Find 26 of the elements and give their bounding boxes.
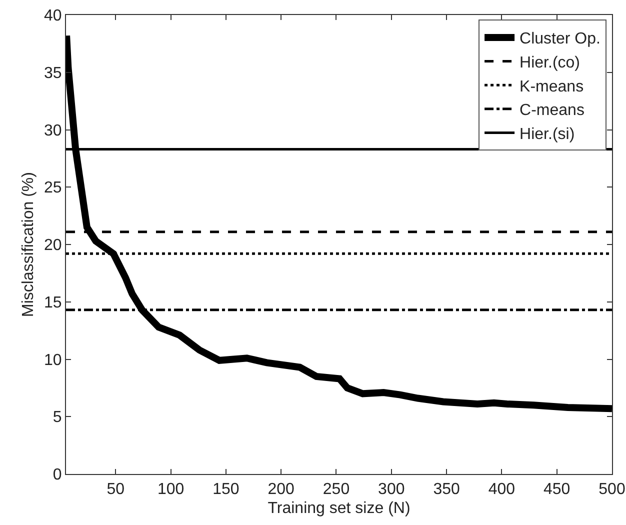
y-tick-label: 35 (44, 64, 62, 82)
y-tick-label: 5 (52, 409, 62, 426)
y-tick-label: 10 (44, 352, 62, 369)
x-tick-label: 450 (544, 481, 570, 498)
legend-label: Hier.(si) (520, 126, 575, 143)
x-tick-label: 250 (322, 481, 350, 498)
legend-label: K-means (520, 78, 584, 96)
x-tick-label: 400 (488, 481, 516, 498)
x-tick-label: 300 (378, 481, 405, 498)
y-tick-label: 0 (52, 466, 62, 484)
legend-label: C-means (520, 102, 584, 120)
y-tick-label: 40 (44, 8, 62, 25)
legend-label: Cluster Op. (520, 30, 600, 48)
x-tick-label: 200 (268, 481, 295, 498)
x-tick-label: 50 (106, 481, 125, 498)
legend-label: Hier.(co) (520, 54, 580, 72)
y-tick-label: 25 (44, 180, 62, 197)
y-tick-label: 30 (44, 122, 62, 140)
x-axis-title: Training set size (N) (268, 500, 410, 517)
x-tick-label: 100 (157, 481, 184, 498)
y-tick-label: 20 (44, 237, 62, 254)
x-tick-label: 350 (433, 481, 460, 498)
x-tick-label: 500 (598, 481, 626, 498)
x-tick-label: 150 (212, 481, 240, 498)
y-tick-label: 15 (44, 294, 62, 312)
y-axis-title: Misclassification (%) (20, 172, 37, 317)
